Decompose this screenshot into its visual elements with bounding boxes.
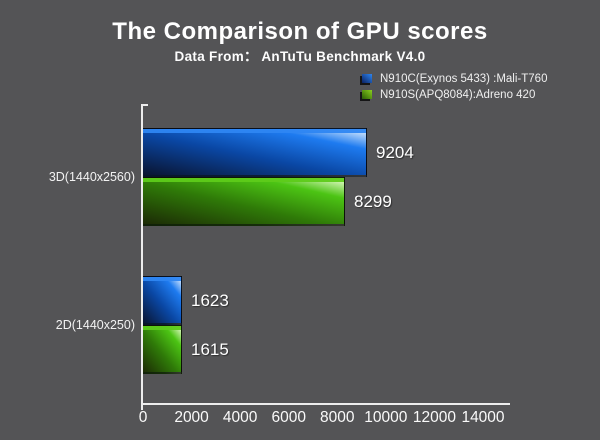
x-axis-tick-label: 0 — [138, 409, 148, 426]
chart-subtitle: Data From： AnTuTu Benchmark V4.0 — [174, 49, 426, 64]
x-axis-tick-label: 2000 — [174, 409, 209, 426]
bar-highlight — [143, 277, 181, 281]
bar-value-label: 1623 — [191, 290, 229, 310]
x-axis-tick-label: 10000 — [364, 409, 408, 426]
legend-label: N910C(Exynos 5433) :Mali-T760 — [380, 72, 548, 85]
bar-2D(1440x250)-N910C(Exynos 5433) :Mali-T760 — [143, 276, 182, 325]
x-axis-tick-label: 12000 — [412, 409, 456, 426]
legend-swatch-blue-icon — [362, 74, 372, 83]
chart-title: The Comparison of GPU scores — [112, 18, 488, 45]
x-axis-zero-tick — [141, 403, 143, 410]
x-axis-tick-label: 8000 — [320, 409, 355, 426]
x-axis-tick-label: 4000 — [222, 409, 258, 426]
y-axis-top-tick — [141, 104, 148, 106]
bar-value-label: 1615 — [191, 339, 229, 359]
bar-2D(1440x250)-N910S(APQ8084):Adreno 420 — [143, 325, 182, 374]
bar-value-label: 9204 — [376, 142, 414, 162]
x-axis-tick-label: 6000 — [271, 409, 306, 426]
bar-3D(1440x2560)-N910C(Exynos 5433) :Mali-T760 — [143, 128, 367, 177]
legend-item-n910s: N910S(APQ8084):Adreno 420 — [362, 88, 547, 101]
x-axis-tick-label: 14000 — [461, 409, 505, 426]
plot-area: 3D(1440x2560) 9204 8299 2D(1440x250) 1623 161… — [49, 104, 510, 426]
y-axis-category-label: 3D(1440x2560) — [48, 170, 135, 184]
y-axis-category-label: 2D(1440x250) — [55, 318, 135, 332]
bar-highlight — [143, 178, 344, 182]
legend-swatch-green-icon — [362, 90, 372, 99]
legend-label: N910S(APQ8084):Adreno 420 — [380, 88, 536, 101]
bar-highlight — [143, 326, 181, 330]
y-axis-line — [141, 104, 143, 405]
bar-highlight — [143, 129, 366, 133]
bar-3D(1440x2560)-N910S(APQ8084):Adreno 420 — [143, 177, 345, 226]
bar-value-label: 8299 — [354, 191, 392, 211]
legend: N910C(Exynos 5433) :Mali-T760 N910S(APQ8… — [362, 72, 547, 101]
x-axis-line — [141, 403, 510, 405]
legend-item-n910c: N910C(Exynos 5433) :Mali-T760 — [362, 72, 547, 85]
